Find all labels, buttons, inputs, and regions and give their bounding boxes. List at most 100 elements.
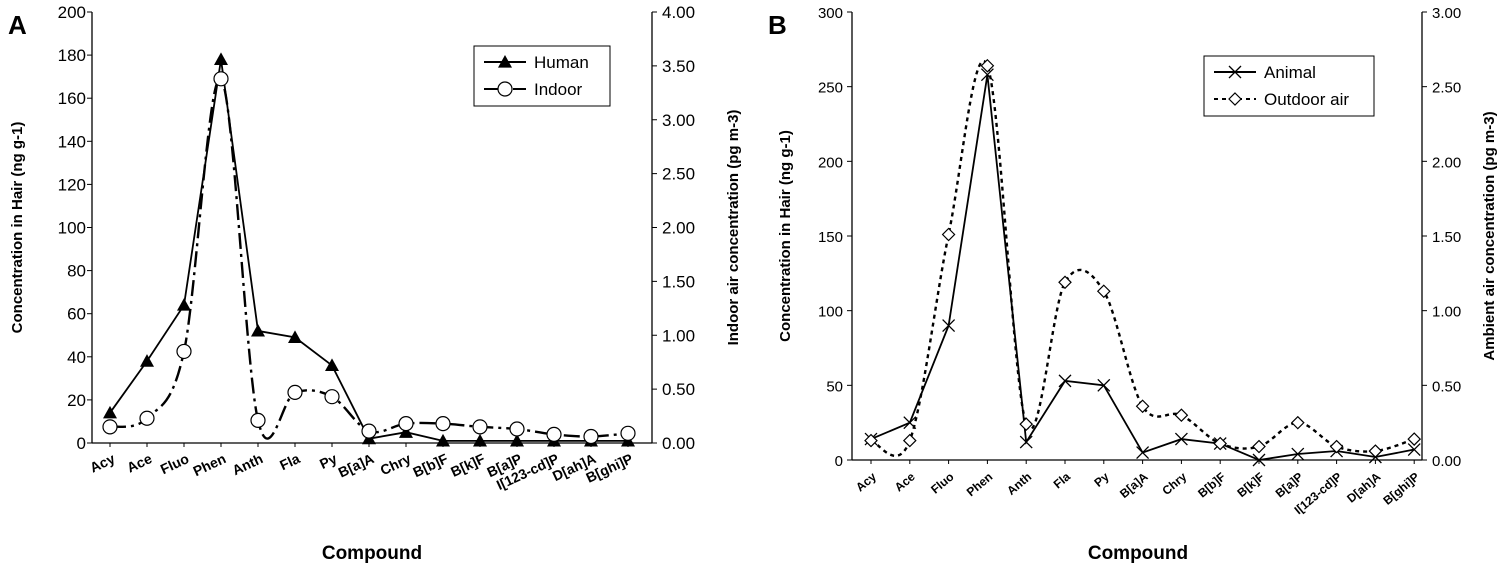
data-point bbox=[902, 433, 917, 448]
data-point bbox=[509, 421, 525, 437]
x-tick-label: B[a]A bbox=[336, 450, 377, 480]
y2-tick-label: 2.50 bbox=[662, 165, 695, 184]
series-line bbox=[870, 60, 1415, 457]
panel-label: A bbox=[8, 10, 27, 40]
y-tick-label: 160 bbox=[58, 89, 86, 108]
data-point bbox=[864, 433, 878, 448]
y-tick-label: 200 bbox=[818, 154, 843, 171]
data-point bbox=[942, 319, 956, 333]
x-tick-label: B[ghi]P bbox=[1380, 470, 1422, 508]
data-point bbox=[102, 419, 118, 435]
x-tick-label: Chry bbox=[1159, 469, 1189, 498]
y-tick-label: 0 bbox=[835, 453, 843, 470]
data-point bbox=[1019, 435, 1033, 449]
y2-tick-label: 3.00 bbox=[1432, 5, 1461, 22]
y-tick-label: 50 bbox=[826, 378, 843, 395]
data-point bbox=[435, 416, 451, 432]
y-tick-label: 40 bbox=[67, 348, 86, 367]
data-point bbox=[1407, 443, 1421, 457]
data-point bbox=[1213, 436, 1228, 451]
x-tick-label: Ace bbox=[892, 469, 918, 494]
x-tick-label: Chry bbox=[378, 450, 414, 478]
x-tick-label: Py bbox=[317, 450, 339, 472]
data-point bbox=[472, 419, 488, 435]
y-axis-title: Concentration in Hair (ng g-1) bbox=[777, 130, 794, 342]
x-tick-label: Acy bbox=[87, 450, 117, 475]
data-point bbox=[620, 425, 636, 441]
data-point bbox=[436, 433, 450, 447]
y-tick-label: 0 bbox=[77, 434, 86, 453]
data-point bbox=[1291, 447, 1305, 461]
data-point bbox=[250, 412, 266, 428]
x-tick-label: Acy bbox=[853, 469, 879, 494]
y2-tick-label: 0.00 bbox=[662, 434, 695, 453]
data-point bbox=[324, 389, 340, 405]
x-tick-label: Py bbox=[1091, 469, 1111, 489]
x-tick-label: B[a]P bbox=[1273, 470, 1306, 501]
y2-tick-label: 0.50 bbox=[1432, 378, 1461, 395]
data-point bbox=[510, 433, 524, 447]
y2-tick-label: 0.00 bbox=[1432, 453, 1461, 470]
legend: Human Indoor bbox=[473, 45, 611, 107]
data-point bbox=[1174, 408, 1189, 423]
data-point bbox=[980, 58, 995, 73]
data-point bbox=[251, 323, 265, 337]
data-point bbox=[288, 330, 302, 344]
y-tick-label: 150 bbox=[818, 229, 843, 246]
y2-tick-label: 4.00 bbox=[662, 3, 695, 22]
y-tick-label: 80 bbox=[67, 262, 86, 281]
x-tick-label: Phen bbox=[964, 470, 995, 500]
y-tick-label: 60 bbox=[67, 305, 86, 324]
chart-panel-b: B 0 50 100 150 200 250 300 0.00 0.50 1.00 1.50 2.00 2… bbox=[768, 5, 1498, 564]
data-point bbox=[1290, 415, 1305, 430]
y2-tick-label: 3.00 bbox=[662, 111, 695, 130]
y-tick-label: 300 bbox=[818, 5, 843, 22]
y2-tick-label: 3.50 bbox=[662, 57, 695, 76]
data-point bbox=[1407, 432, 1422, 446]
y2-tick-label: 2.50 bbox=[1432, 80, 1461, 97]
x-tick-label: B[k]F bbox=[448, 450, 488, 480]
x-axis-title: Compound bbox=[322, 543, 422, 564]
data-point bbox=[1019, 417, 1034, 432]
y-tick-label: 100 bbox=[58, 219, 86, 238]
y-tick-label: 200 bbox=[58, 3, 86, 22]
legend-box bbox=[1203, 55, 1375, 117]
series-line bbox=[109, 77, 629, 440]
y2-tick-label: 1.50 bbox=[1432, 229, 1461, 246]
legend: Animal Outdoor air bbox=[1203, 55, 1375, 117]
y-axis-title: Concentration in Hair (ng g-1) bbox=[9, 122, 26, 334]
data-point bbox=[1058, 374, 1072, 388]
data-point bbox=[498, 55, 512, 68]
legend-label: Animal bbox=[1264, 63, 1316, 82]
legend-box bbox=[473, 45, 611, 107]
data-point bbox=[1252, 439, 1266, 454]
data-point bbox=[941, 227, 956, 242]
data-point bbox=[325, 358, 339, 372]
series-outdoor-air bbox=[864, 58, 1422, 458]
data-point bbox=[214, 52, 228, 66]
x-tick-label: Fluo bbox=[928, 470, 956, 497]
x-tick-label: B[k]F bbox=[1234, 470, 1266, 500]
data-point bbox=[176, 343, 192, 360]
data-point bbox=[1329, 439, 1344, 454]
series-indoor bbox=[102, 71, 636, 445]
data-point bbox=[213, 71, 229, 87]
x-tick-label: B[b]F bbox=[1195, 470, 1228, 501]
x-tick-label: Fla bbox=[277, 450, 302, 473]
series-line bbox=[109, 59, 628, 442]
data-point bbox=[398, 416, 414, 432]
legend-label: Human bbox=[534, 53, 589, 72]
y2-tick-label: 1.50 bbox=[662, 272, 695, 291]
panel-label: B bbox=[768, 10, 787, 40]
y2-tick-label: 1.00 bbox=[662, 326, 695, 345]
y2-tick-label: 0.50 bbox=[662, 380, 695, 399]
y2-axis-title: Ambient air concentration (pg m-3) bbox=[1481, 111, 1498, 360]
data-point bbox=[1252, 453, 1266, 467]
y-tick-label: 20 bbox=[67, 391, 86, 410]
data-point bbox=[1136, 446, 1150, 459]
data-point bbox=[1097, 378, 1111, 392]
y2-tick-label: 2.00 bbox=[1432, 154, 1461, 171]
data-point bbox=[497, 81, 513, 97]
data-point bbox=[399, 425, 413, 438]
